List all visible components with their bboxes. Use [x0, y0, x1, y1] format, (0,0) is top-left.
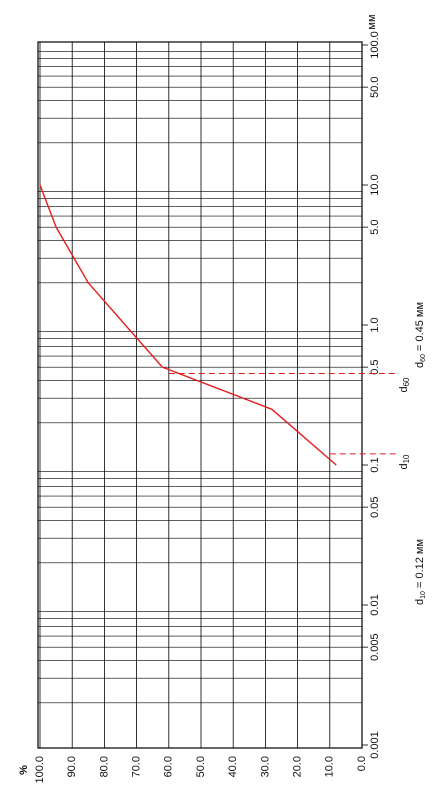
y-tick-label: 100.0 [34, 756, 46, 784]
y-tick-label: 90.0 [66, 756, 78, 777]
x-tick-label: 0.005 [369, 633, 381, 661]
d-subscript: 10 [402, 454, 411, 463]
d-subscript: 60 [420, 354, 427, 362]
d-equation: = 0.12 мм [414, 539, 426, 591]
x-tick-label: 100.0 [369, 31, 381, 59]
x-tick-label: 1.0 [369, 317, 381, 332]
x-tick-label: 0.1 [369, 457, 381, 472]
y-tick-label: 0.0 [356, 756, 368, 771]
d-value-label: d10 = 0.12 мм [414, 539, 427, 605]
y-tick-label: 10.0 [324, 756, 336, 777]
y-tick-label: 30.0 [259, 756, 271, 777]
y-tick-label: 80.0 [98, 756, 110, 777]
y-unit: % [18, 765, 30, 775]
plot-frame [37, 41, 363, 749]
y-tick-label: 40.0 [227, 756, 239, 777]
d-label: d10 [398, 454, 411, 470]
d-label: d60 [398, 377, 411, 393]
y-tick-label: 20.0 [292, 756, 304, 777]
x-tick-label: 10.0 [369, 174, 381, 195]
x-tick-label: 0.05 [369, 496, 381, 517]
x-tick-label: 5.0 [369, 219, 381, 234]
d-symbol: d [398, 386, 410, 392]
x-tick-label: 0.01 [369, 594, 381, 615]
y-tick-label: 60.0 [163, 756, 175, 777]
d-subscript: 10 [420, 591, 427, 599]
x-unit: мм [366, 14, 378, 29]
x-tick-label: 50.0 [369, 76, 381, 97]
d-value-label: d60 = 0.45 мм [414, 302, 427, 368]
d-symbol: d [414, 599, 426, 605]
d-symbol: d [398, 463, 410, 469]
y-tick-label: 50.0 [195, 756, 207, 777]
d-subscript: 60 [402, 377, 411, 386]
d-symbol: d [414, 362, 426, 368]
y-tick-label: 70.0 [131, 756, 143, 777]
x-tick-label: 0.001 [369, 731, 381, 759]
grading-curve [39, 184, 337, 466]
x-tick-label: 0.5 [369, 359, 381, 374]
d-equation: = 0.45 мм [414, 302, 426, 354]
